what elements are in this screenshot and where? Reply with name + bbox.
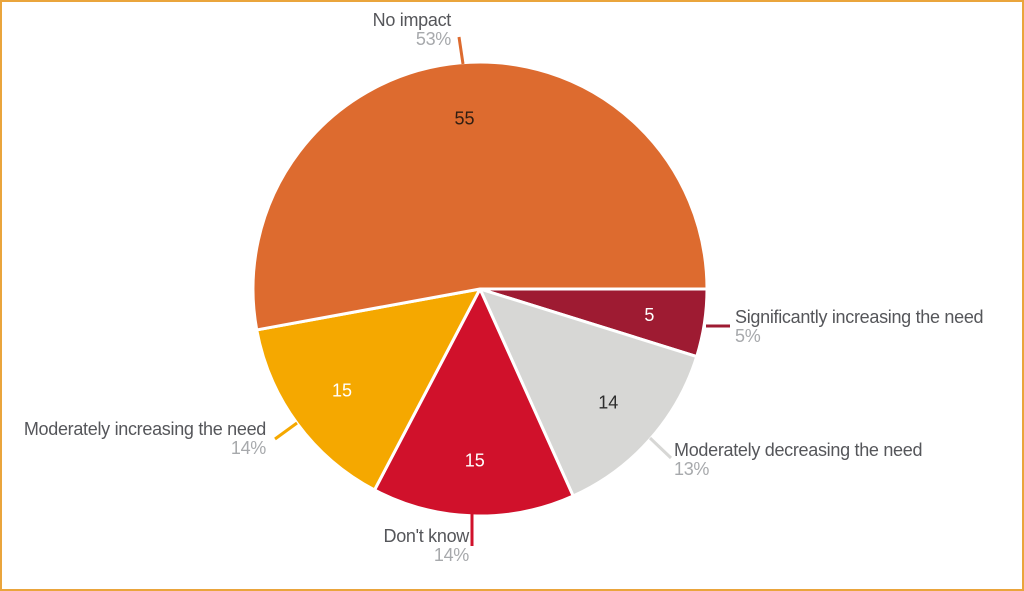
leader-tick-1 <box>648 436 673 460</box>
slice-percent-text: 13% <box>674 459 710 479</box>
slice-label-text: No impact <box>372 10 452 30</box>
slice-label-text: Moderately decreasing the need <box>674 440 923 460</box>
leader-tick-4 <box>457 36 465 65</box>
slice-percent-text: 53% <box>415 29 451 49</box>
slice-value-4: 55 <box>454 108 474 128</box>
label-significantly-increasing: Significantly increasing the need 5% <box>735 307 984 346</box>
label-dont-know: Don't know 14% <box>383 526 470 565</box>
slice-label-text: Moderately increasing the need <box>23 419 266 439</box>
slice-label-text: Significantly increasing the need <box>735 307 984 327</box>
slice-percent-text: 14% <box>433 545 469 565</box>
slice-value-1: 14 <box>598 393 618 413</box>
slice-percent-text: 14% <box>230 438 266 458</box>
slice-value-0: 5 <box>644 305 654 325</box>
slice-value-3: 15 <box>332 381 352 401</box>
leader-tick-3 <box>274 421 298 441</box>
label-moderately-increasing: Moderately increasing the need 14% <box>24 420 266 458</box>
label-no-impact: No impact 53% <box>372 10 452 49</box>
slice-value-2: 15 <box>465 450 485 470</box>
slice-percent-text: 5% <box>735 326 761 346</box>
slice-label-text: Don't know <box>383 526 470 546</box>
label-moderately-decreasing: Moderately decreasing the need 13% <box>674 441 922 479</box>
pie-slice-4 <box>251 60 709 332</box>
